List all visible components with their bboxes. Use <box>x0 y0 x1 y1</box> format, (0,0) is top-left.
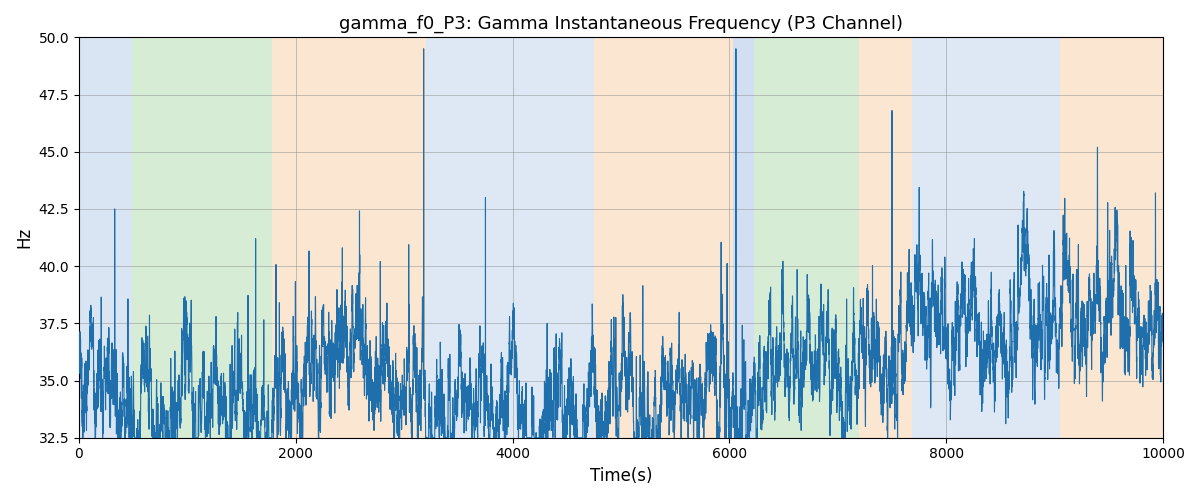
X-axis label: Time(s): Time(s) <box>589 467 653 485</box>
Bar <box>272 38 426 438</box>
Bar <box>733 38 755 438</box>
Y-axis label: Hz: Hz <box>14 227 34 248</box>
Bar <box>912 38 1060 438</box>
Bar <box>594 38 733 438</box>
Bar <box>859 38 912 438</box>
Bar <box>1060 38 1174 438</box>
Bar <box>79 38 132 438</box>
Bar <box>755 38 859 438</box>
Bar <box>132 38 272 438</box>
Bar <box>426 38 594 438</box>
Title: gamma_f0_P3: Gamma Instantaneous Frequency (P3 Channel): gamma_f0_P3: Gamma Instantaneous Frequen… <box>338 15 902 34</box>
